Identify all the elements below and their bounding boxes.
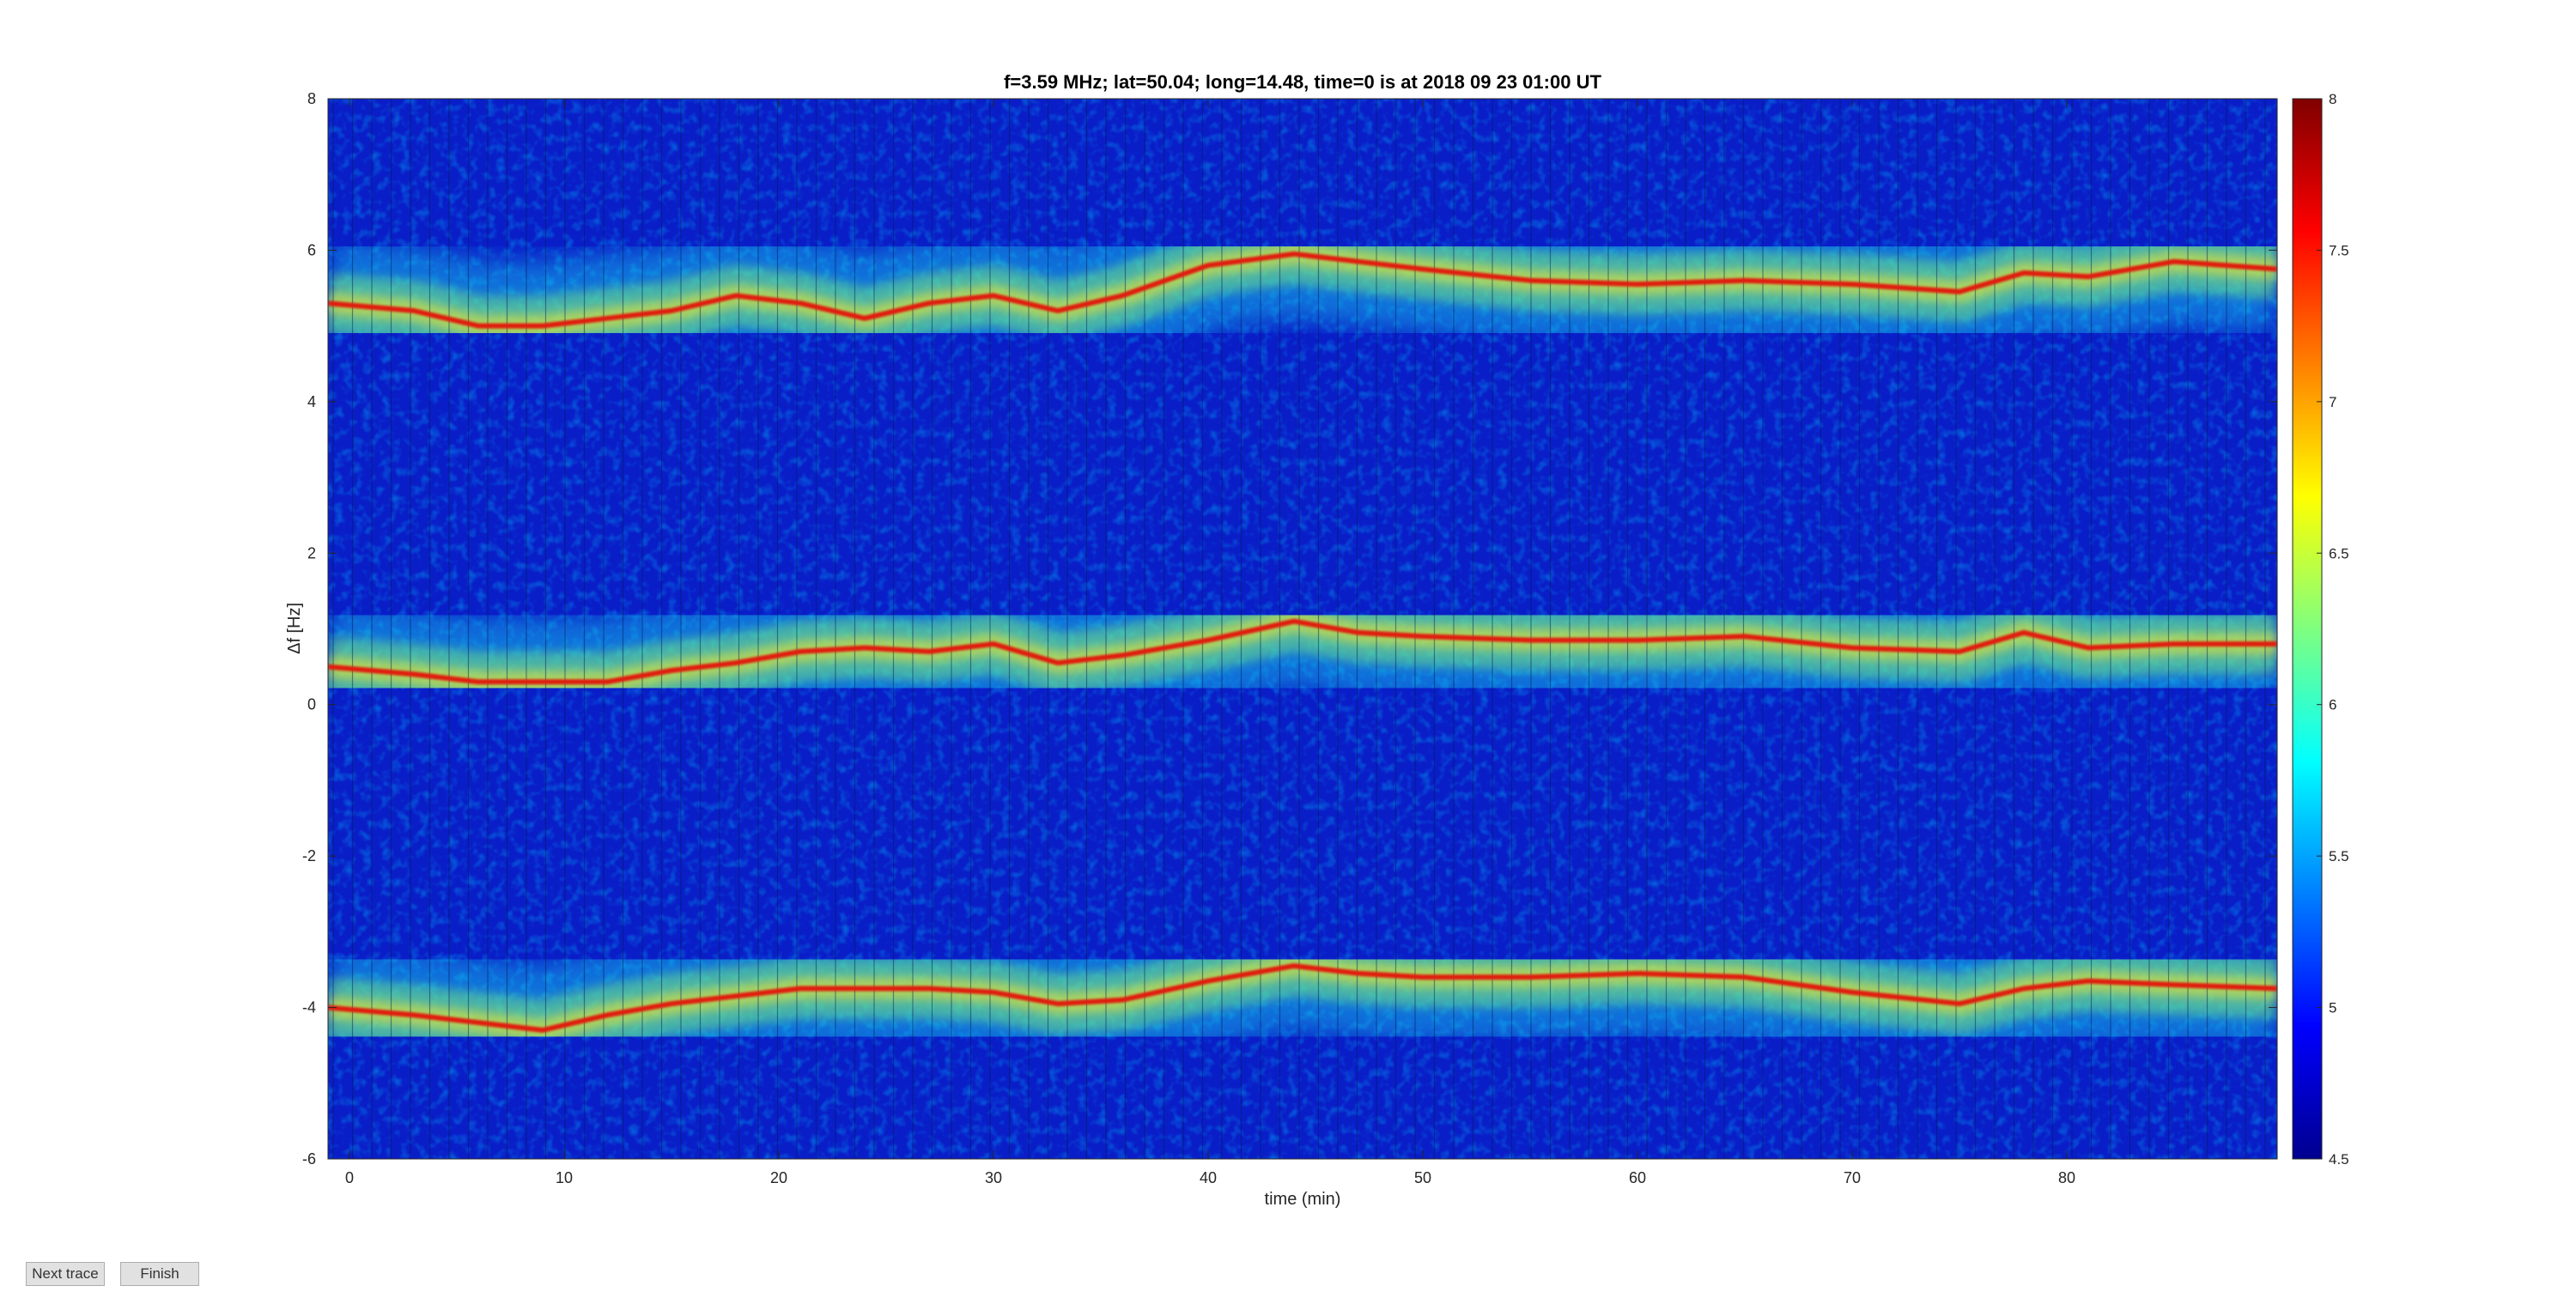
y-tick-label: -6: [302, 1150, 316, 1168]
y-tick-label: 0: [307, 696, 316, 713]
x-tick-label: 40: [1200, 1169, 1217, 1186]
x-tick-label: 60: [1629, 1169, 1646, 1186]
trace-line: [328, 251, 2277, 329]
y-tick-label: 4: [307, 393, 316, 410]
x-tick-label: 30: [985, 1169, 1002, 1186]
y-tick-label: -2: [302, 847, 316, 864]
finish-button[interactable]: Finish: [120, 1262, 199, 1286]
colorbar-ticks: 4.5 5 5.5 6 6.5 7 7.5 8: [2317, 91, 2349, 1168]
x-axis-label: time (min): [1265, 1190, 1341, 1209]
colorbar-tick-label: 5.5: [2329, 848, 2349, 864]
colorbar-tick-label: 5: [2329, 1000, 2336, 1016]
plot-area: [327, 98, 2278, 1160]
colorbar-tick-label: 8: [2329, 91, 2336, 107]
colorbar-tick-label: 4.5: [2329, 1151, 2349, 1168]
y-axis: -6 -4 -2 0 2 4 6 8: [302, 90, 2277, 1168]
x-tick-label: 10: [556, 1169, 573, 1186]
next-trace-button[interactable]: Next trace: [26, 1262, 105, 1286]
trace-layer: [328, 251, 2277, 1033]
colorbar: 4.5 5 5.5 6 6.5 7 7.5 8: [2292, 91, 2349, 1168]
colorbar-tick-label: 6: [2329, 697, 2336, 713]
chart-title: f=3.59 MHz; lat=50.04; long=14.48, time=…: [1004, 71, 1601, 93]
y-axis-label: Δf [Hz]: [285, 603, 304, 654]
y-tick-label: 2: [307, 544, 316, 561]
x-tick-label: 80: [2058, 1169, 2075, 1186]
x-tick-label: 0: [345, 1169, 354, 1186]
colorbar-gradient: [2292, 98, 2323, 1160]
trace-line: [328, 618, 2277, 685]
trace-line: [328, 963, 2277, 1033]
y-tick-label: 8: [307, 90, 316, 107]
y-tick-label: 6: [307, 241, 316, 258]
x-axis: 0 10 20 30 40 50 60 70 80: [345, 99, 2075, 1186]
colorbar-tick-label: 7: [2329, 394, 2336, 410]
colorbar-tick-label: 6.5: [2329, 545, 2349, 561]
y-tick-label: -4: [302, 999, 316, 1016]
colorbar-tick-label: 7.5: [2329, 242, 2349, 258]
x-tick-label: 20: [770, 1169, 787, 1186]
plot-frame: [327, 98, 2278, 1160]
x-tick-label: 50: [1414, 1169, 1431, 1186]
x-tick-label: 70: [1844, 1169, 1861, 1186]
